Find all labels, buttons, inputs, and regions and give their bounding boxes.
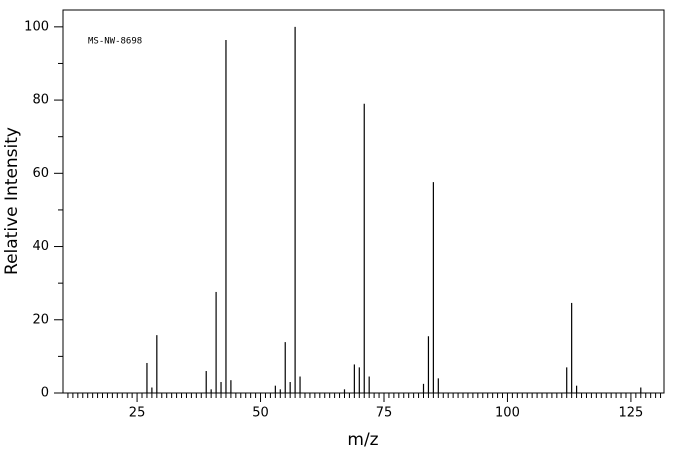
y-tick-label: 0 [41, 386, 49, 401]
x-tick-label: 25 [129, 406, 146, 421]
y-tick-label: 80 [32, 93, 49, 108]
plot-frame [62, 9, 665, 394]
y-tick-label: 20 [32, 312, 49, 327]
y-tick-label: 40 [32, 239, 49, 254]
x-tick-label: 125 [618, 406, 643, 421]
annotation: MS-NW-8698 [88, 37, 142, 47]
y-tick-label: 60 [32, 166, 49, 181]
y-tick-label: 100 [24, 19, 49, 34]
y-axis-label: Relative Intensity [2, 127, 22, 275]
x-tick-label: 50 [252, 406, 269, 421]
x-tick-label: 100 [495, 406, 520, 421]
x-axis-label: m/z [347, 430, 378, 450]
x-tick-label: 75 [376, 406, 393, 421]
